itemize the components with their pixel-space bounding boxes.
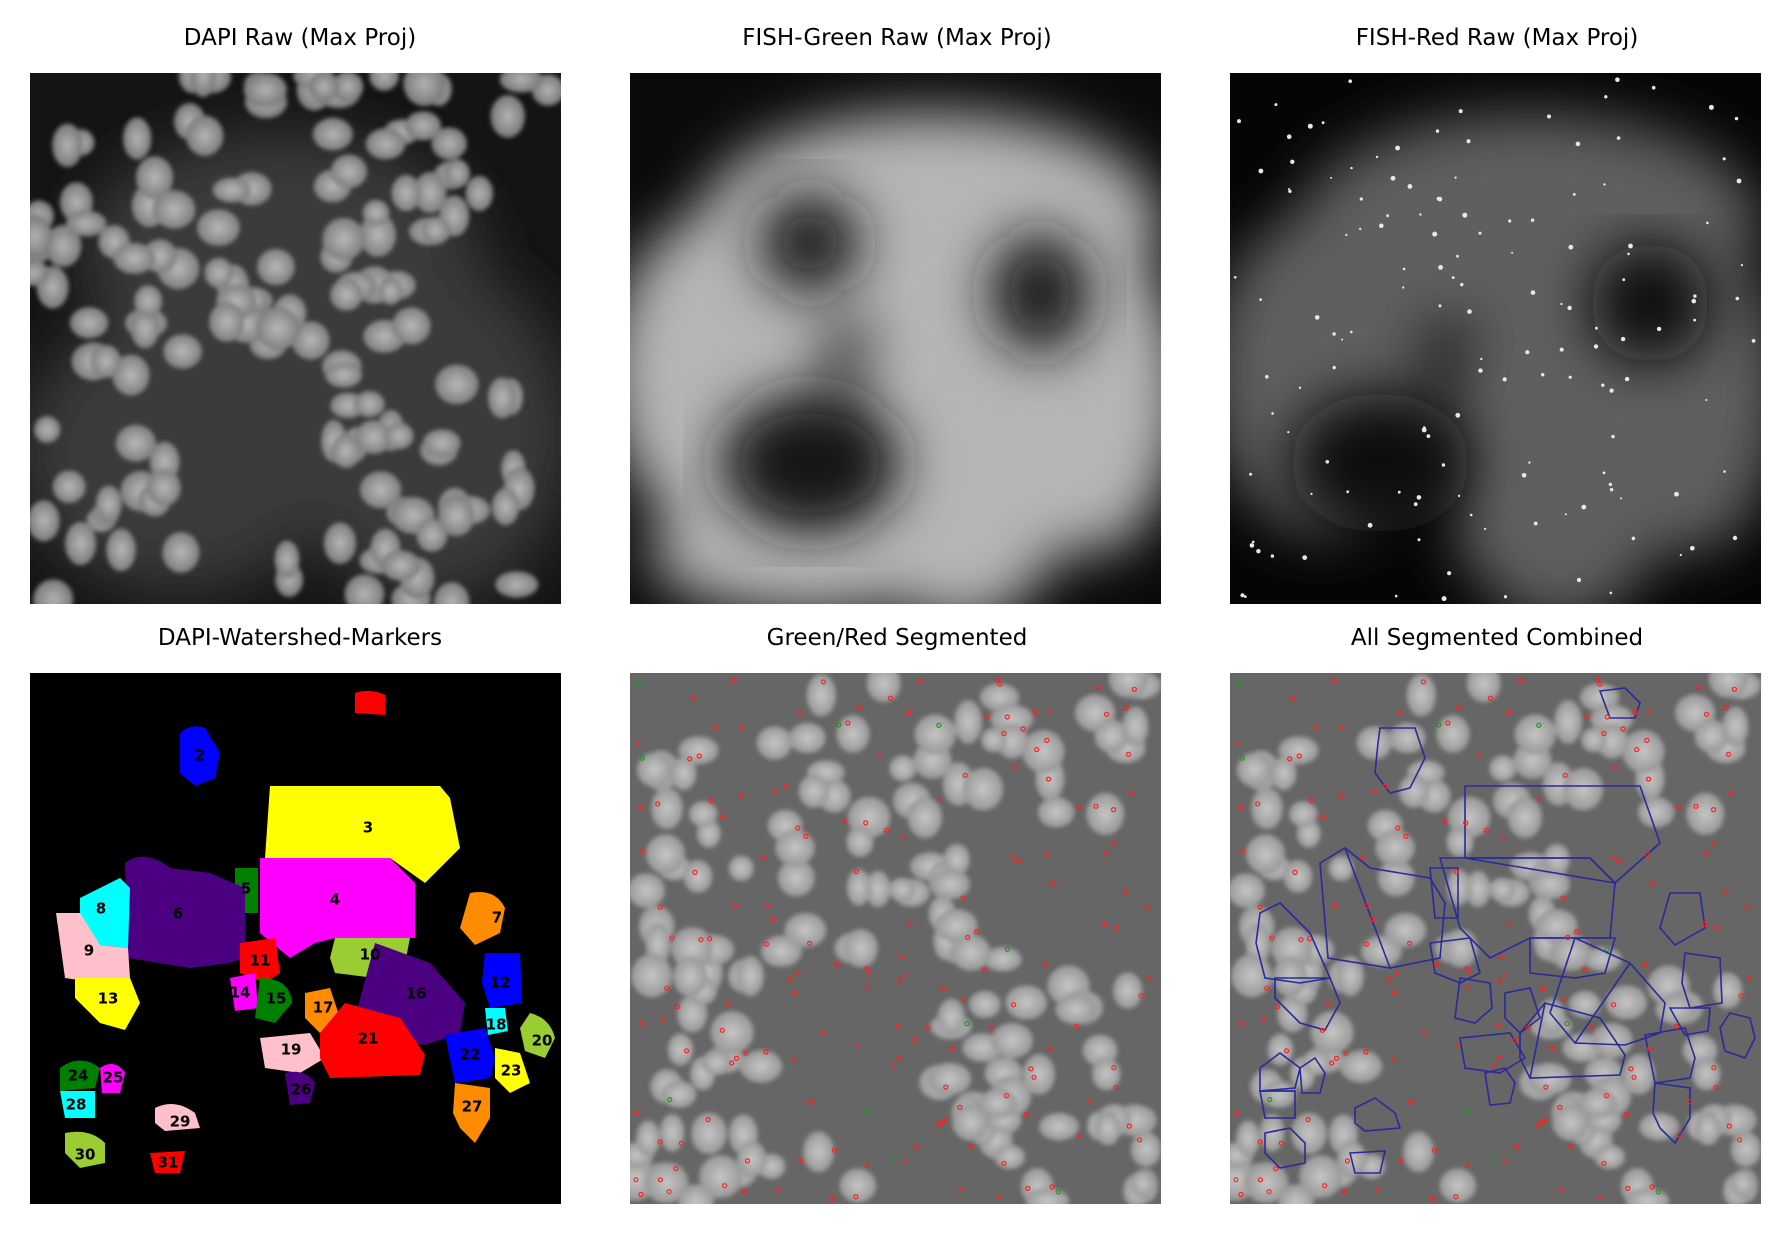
svg-text:19: 19 (281, 1041, 302, 1059)
panel-title-green-red-segmented: Green/Red Segmented (766, 625, 1028, 651)
svg-text:24: 24 (68, 1067, 89, 1085)
fish-green-raw-image (630, 73, 1161, 604)
svg-text:1: 1 (414, 697, 424, 715)
svg-text:27: 27 (462, 1098, 483, 1116)
svg-text:13: 13 (98, 990, 119, 1008)
svg-text:10: 10 (360, 946, 381, 964)
green-red-segmented-image (630, 673, 1161, 1204)
svg-text:11: 11 (250, 952, 271, 970)
svg-text:3: 3 (363, 819, 373, 837)
svg-text:25: 25 (103, 1069, 124, 1087)
svg-text:7: 7 (492, 909, 502, 927)
svg-text:17: 17 (313, 999, 334, 1017)
panel-title-fish-red: FISH-Red Raw (Max Proj) (1355, 25, 1639, 51)
dapi-raw-image (30, 73, 561, 604)
all-segmented-combined-image (1230, 673, 1761, 1204)
svg-text:6: 6 (173, 905, 183, 923)
svg-text:29: 29 (170, 1113, 191, 1131)
svg-text:31: 31 (158, 1154, 179, 1172)
svg-text:12: 12 (490, 974, 511, 992)
svg-text:5: 5 (241, 880, 251, 898)
svg-text:18: 18 (486, 1016, 507, 1034)
svg-text:28: 28 (66, 1096, 87, 1114)
svg-text:21: 21 (358, 1030, 379, 1048)
panel-title-watershed: DAPI-Watershed-Markers (157, 625, 443, 651)
svg-text:23: 23 (501, 1062, 522, 1080)
svg-text:2: 2 (195, 747, 205, 765)
svg-text:30: 30 (75, 1146, 96, 1164)
svg-text:20: 20 (532, 1032, 553, 1050)
svg-text:8: 8 (96, 900, 106, 918)
svg-text:15: 15 (266, 990, 287, 1008)
fish-red-raw-image (1230, 73, 1761, 604)
svg-text:16: 16 (406, 985, 427, 1003)
panel-title-all-combined: All Segmented Combined (1350, 625, 1644, 651)
panel-title-fish-green: FISH-Green Raw (Max Proj) (742, 25, 1052, 51)
svg-text:9: 9 (84, 942, 94, 960)
svg-text:4: 4 (330, 891, 340, 909)
svg-text:14: 14 (230, 984, 251, 1002)
panel-title-dapi: DAPI Raw (Max Proj) (183, 25, 417, 51)
svg-text:22: 22 (460, 1046, 481, 1064)
watershed-markers-image: 1 2 3 4 5 6 7 8 9 10 11 12 13 14 15 16 1… (30, 673, 561, 1204)
svg-text:26: 26 (291, 1081, 312, 1099)
